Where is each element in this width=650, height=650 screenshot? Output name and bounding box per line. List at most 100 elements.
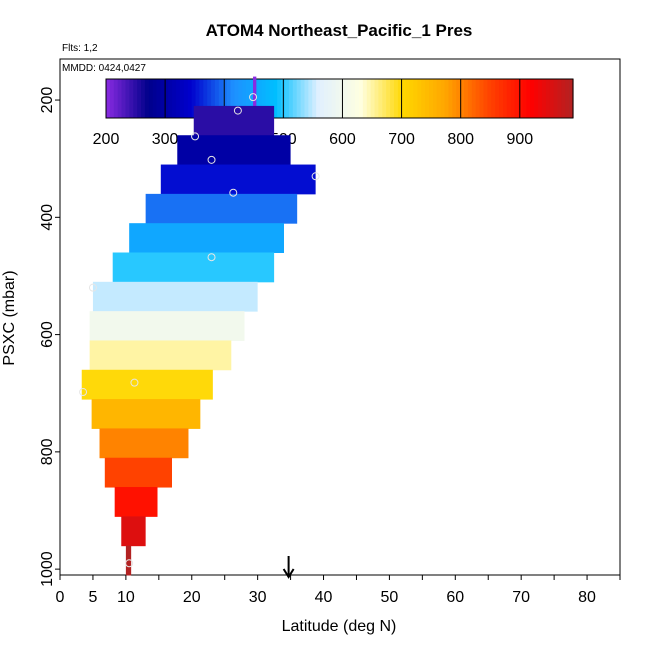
- colorbar-swatch: [510, 79, 516, 118]
- sample-point: [191, 132, 200, 141]
- sample-point: [88, 283, 97, 292]
- colorbar-swatch: [491, 79, 496, 118]
- x-tick-label: 10: [117, 589, 135, 606]
- colorbar-swatch: [452, 79, 457, 118]
- colorbar-swatch: [366, 79, 372, 118]
- colorbar-swatch: [545, 79, 551, 118]
- sample-point: [229, 188, 238, 197]
- colorbar-swatch: [269, 79, 274, 118]
- colorbar-tick-label: 200: [93, 131, 120, 148]
- colorbar-tick-label: 600: [329, 131, 356, 148]
- latitude-marker-arrow: [282, 556, 295, 579]
- heatmap-cell: [253, 76, 257, 107]
- colorbar-swatch: [405, 79, 411, 118]
- colorbar-tick-label: 800: [447, 131, 474, 148]
- colorbar-swatch: [561, 79, 566, 118]
- colorbar-swatch: [316, 79, 321, 118]
- heatmap-cell: [91, 399, 201, 429]
- colorbar-swatch: [285, 79, 290, 118]
- colorbar-swatch: [553, 79, 559, 118]
- colorbar-swatch: [172, 79, 177, 118]
- colorbar-swatch: [218, 79, 224, 118]
- y-tick-label: 200: [39, 87, 56, 114]
- date-note: MMDD: 0424,0427: [62, 63, 146, 74]
- x-tick-label: 60: [446, 589, 464, 606]
- colorbar-swatch: [499, 79, 504, 118]
- sample-point: [207, 155, 216, 164]
- colorbar-swatch: [300, 79, 306, 118]
- x-tick-label: 80: [578, 589, 596, 606]
- colorbar-swatch: [335, 79, 341, 118]
- heatmap-cell: [145, 193, 298, 224]
- colorbar-swatch: [397, 79, 403, 118]
- sample-point: [130, 378, 139, 387]
- colorbar-tick-label: 700: [388, 131, 415, 148]
- colorbar-swatch: [320, 79, 325, 118]
- heatmap-cells: [81, 76, 316, 576]
- colorbar-swatch: [514, 79, 520, 118]
- colorbar-swatch: [471, 79, 477, 118]
- colorbar-swatch: [121, 79, 127, 118]
- x-tick-label: 5: [88, 589, 97, 606]
- colorbar-swatch: [195, 79, 200, 118]
- sample-point: [233, 106, 242, 115]
- colorbar-swatch: [440, 79, 446, 118]
- colorbar-swatch: [304, 79, 309, 118]
- colorbar-swatch: [530, 79, 535, 118]
- colorbar-swatch: [526, 79, 531, 118]
- y-axis: 200 400 600 800 1000: [39, 87, 60, 587]
- colorbar-swatch: [362, 79, 368, 118]
- x-tick-label: 50: [381, 589, 399, 606]
- x-tick-label: 0: [56, 589, 65, 606]
- x-tick-label: 30: [249, 589, 267, 606]
- colorbar-swatch: [164, 79, 169, 118]
- plot-frame: [59, 58, 621, 576]
- sample-point: [125, 559, 134, 568]
- heatmap-cell: [99, 428, 189, 459]
- colorbar-swatch: [160, 79, 165, 118]
- heatmap-cell: [125, 545, 132, 576]
- colorbar-swatch: [425, 79, 430, 118]
- colorbar-tick-label: 900: [506, 131, 533, 148]
- colorbar-swatch: [246, 79, 251, 118]
- heatmap-cell: [129, 223, 284, 253]
- colorbar-swatch: [129, 79, 134, 118]
- colorbar-swatch: [199, 79, 204, 118]
- colorbar-swatch: [401, 79, 407, 118]
- colorbar-swatch: [257, 79, 263, 118]
- heatmap-cell: [160, 164, 316, 195]
- colorbar-tick-label: 300: [152, 131, 179, 148]
- colorbar-swatch: [347, 79, 352, 118]
- colorbar-swatch: [230, 79, 236, 118]
- colorbar-swatch: [506, 79, 512, 118]
- colorbar-swatch: [148, 79, 154, 118]
- x-tick-label: 70: [512, 589, 530, 606]
- heatmap-cell: [89, 340, 232, 371]
- colorbar-swatch: [487, 79, 492, 118]
- colorbar-swatch: [168, 79, 173, 118]
- arrow-head: [282, 568, 295, 579]
- colorbar-swatch: [331, 79, 337, 118]
- colorbar-swatch: [323, 79, 329, 118]
- colorbar-swatch: [234, 79, 239, 118]
- colorbar-swatch: [133, 79, 138, 118]
- colorbar-swatch: [502, 79, 508, 118]
- chart-title: ATOM4 Northeast_Pacific_1 Pres: [206, 21, 473, 40]
- colorbar-swatch: [226, 79, 232, 118]
- heatmap-cell: [92, 281, 258, 312]
- colorbar-swatch: [475, 79, 481, 118]
- colorbar-swatch: [390, 79, 395, 118]
- colorbar-swatch: [156, 79, 162, 118]
- colorbar-swatch: [417, 79, 422, 118]
- colorbar-swatch: [467, 79, 473, 118]
- sample-point: [79, 388, 88, 397]
- colorbar-swatch: [179, 79, 185, 118]
- colorbar-swatch: [339, 79, 344, 118]
- colorbar-swatch: [456, 79, 461, 118]
- colorbar-swatch: [565, 79, 570, 118]
- colorbar: 200300400500600700800900: [93, 78, 574, 148]
- heatmap-cell: [89, 311, 245, 341]
- colorbar-swatch: [413, 79, 418, 118]
- colorbar-swatch: [358, 79, 364, 118]
